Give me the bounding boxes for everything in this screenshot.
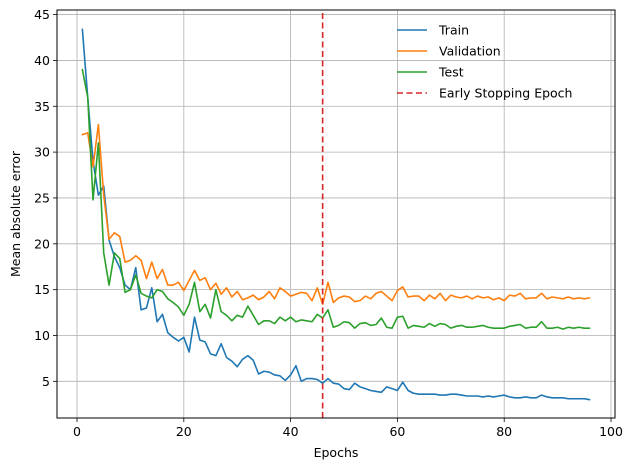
y-tick-label: 20: [34, 236, 50, 251]
axis-ticks: 0 20 40 60 80 100 5 10 15 20 25 30 35 40 45: [34, 7, 623, 439]
x-tick-label: 40: [283, 424, 299, 439]
series-line-train: [81, 28, 591, 401]
x-axis-title: Epochs: [314, 445, 359, 460]
plot-frame: [56, 9, 616, 419]
legend-label-early-stopping-epoch: Early Stopping Epoch: [439, 86, 572, 101]
legend-label-test: Test: [438, 65, 464, 80]
x-tick-label: 100: [599, 424, 623, 439]
series-line-test: [81, 68, 591, 330]
y-tick-label: 10: [34, 328, 50, 343]
x-tick-label: 60: [389, 424, 405, 439]
x-tick-label: 20: [176, 424, 192, 439]
x-tick-label: 0: [73, 424, 81, 439]
y-tick-label: 45: [34, 7, 50, 22]
series-line-validation: [81, 123, 591, 306]
y-tick-label: 25: [34, 190, 50, 205]
legend-label-train: Train: [438, 23, 469, 38]
grid: [57, 10, 615, 418]
y-tick-label: 15: [34, 282, 50, 297]
x-tick-label: 80: [496, 424, 512, 439]
y-tick-label: 5: [42, 374, 50, 389]
legend: Train Validation Test Early Stopping Epoch: [397, 23, 572, 101]
y-tick-label: 40: [34, 53, 50, 68]
y-tick-label: 30: [34, 145, 50, 160]
legend-label-validation: Validation: [439, 44, 501, 59]
plot-lines: [81, 10, 591, 418]
y-tick-label: 35: [34, 99, 50, 114]
y-axis-title: Mean absolute error: [8, 150, 23, 277]
